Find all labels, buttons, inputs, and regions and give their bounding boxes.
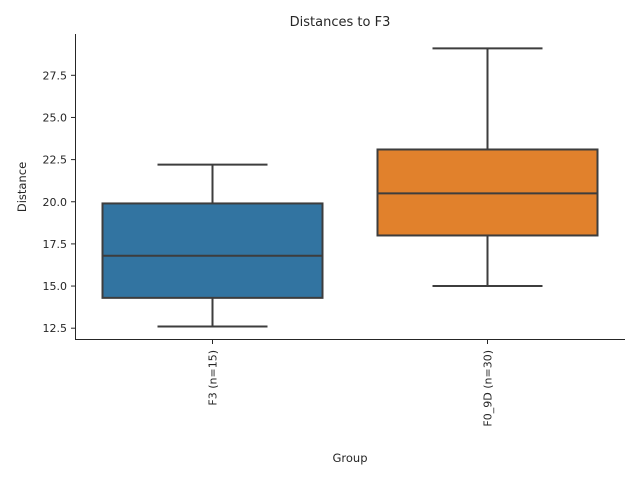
plot-area bbox=[101, 47, 599, 328]
y-tick-label: 12.5 bbox=[43, 322, 68, 335]
x-axis-label: Group bbox=[332, 451, 367, 465]
x-axis-ticks: F3 (n=15) F0_9D (n=30) bbox=[207, 340, 495, 427]
x-tick-label: F3 (n=15) bbox=[207, 350, 220, 406]
box-group bbox=[376, 47, 599, 288]
x-tick-label: F0_9D (n=30) bbox=[482, 350, 495, 427]
y-axis-ticks: 12.5 15.0 17.5 20.0 22.5 25.0 27.5 bbox=[43, 69, 75, 335]
y-tick-label: 27.5 bbox=[43, 69, 68, 82]
y-tick-label: 20.0 bbox=[43, 196, 68, 209]
box-group bbox=[101, 163, 324, 328]
chart-title: Distances to F3 bbox=[290, 15, 391, 30]
y-tick-label: 15.0 bbox=[43, 280, 68, 293]
y-tick-label: 25.0 bbox=[43, 111, 68, 124]
y-tick-label: 17.5 bbox=[43, 238, 68, 251]
y-tick-label: 22.5 bbox=[43, 154, 68, 167]
box-iqr bbox=[101, 202, 324, 299]
y-axis-label: Distance bbox=[15, 162, 29, 212]
